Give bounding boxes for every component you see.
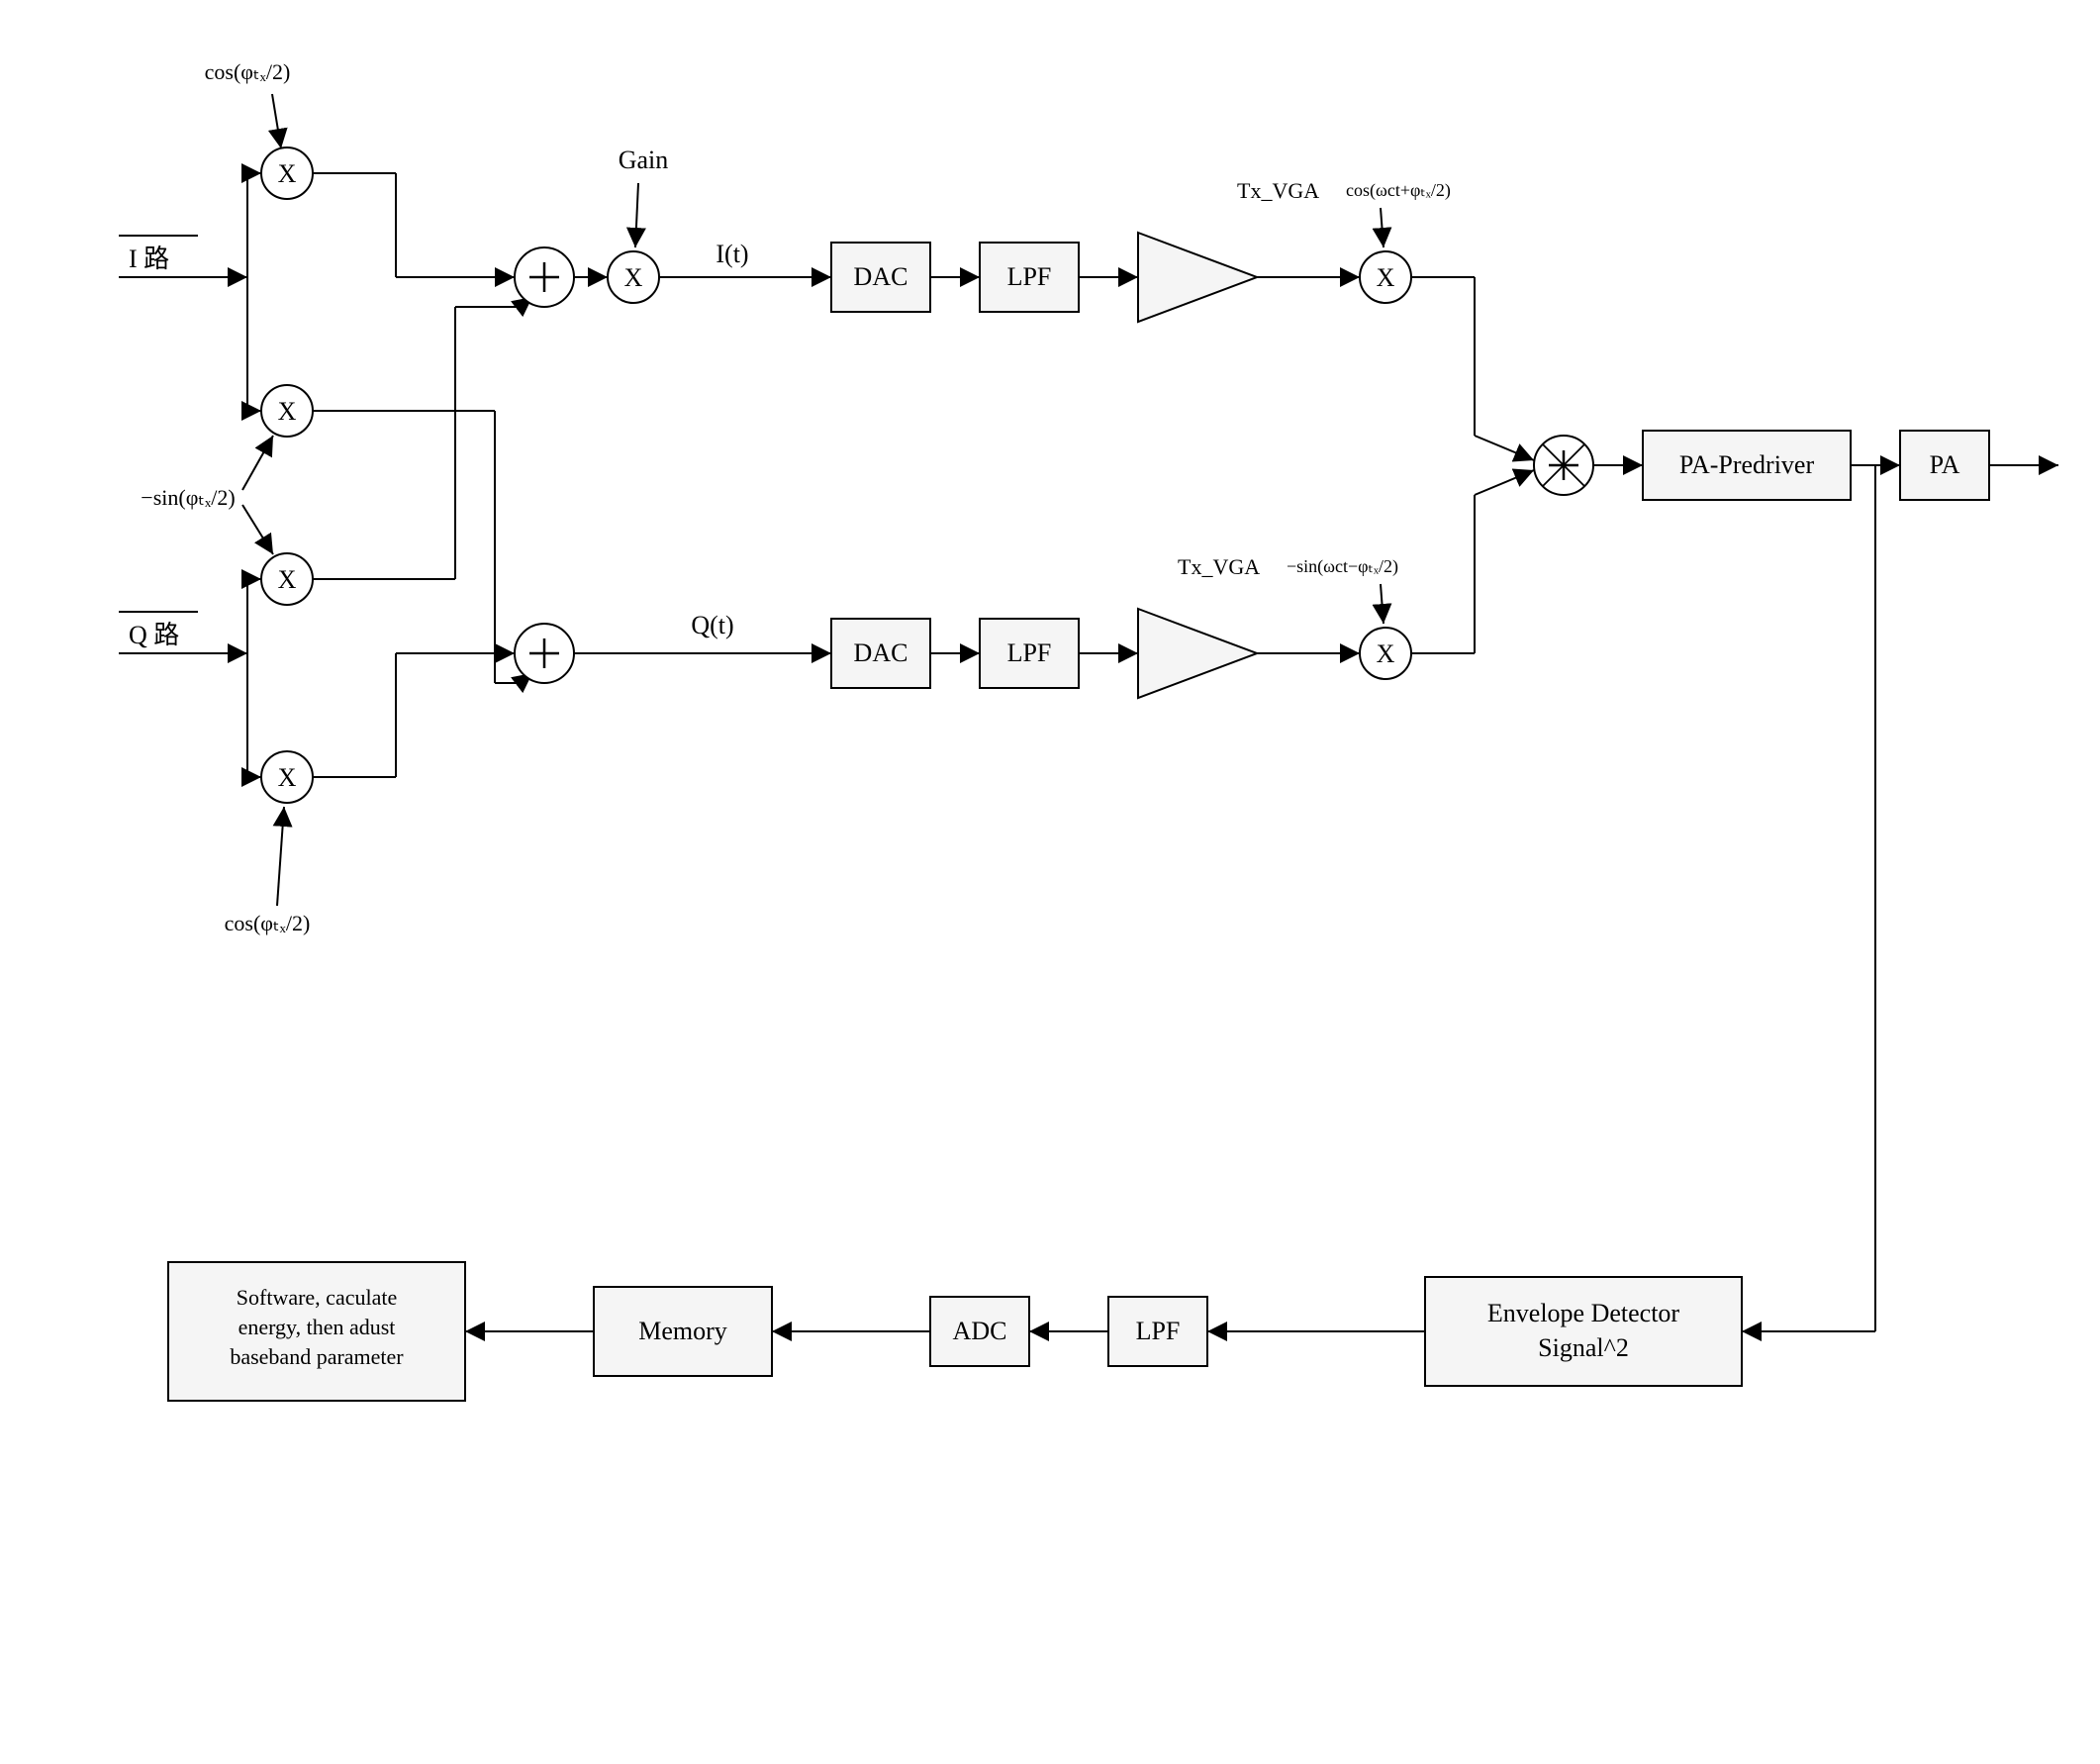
svg-text:X: X bbox=[1377, 263, 1395, 292]
dac-top-text: DAC bbox=[854, 262, 908, 291]
svg-text:X: X bbox=[1377, 639, 1395, 668]
svg-text:X: X bbox=[624, 263, 643, 292]
cos-bottom-label: cos(φₜₓ/2) bbox=[225, 911, 311, 935]
sin-lo-label: −sin(ωct−φₜₓ/2) bbox=[1287, 556, 1398, 577]
envelope-block bbox=[1425, 1277, 1742, 1386]
input-i-label: I 路 bbox=[129, 245, 169, 273]
amplifier-bot bbox=[1138, 609, 1257, 698]
lpf-top-text: LPF bbox=[1007, 262, 1052, 291]
tx-vga-bot-label: Tx_VGA bbox=[1178, 554, 1260, 579]
svg-text:X: X bbox=[278, 159, 297, 188]
tx-vga-top-label: Tx_VGA bbox=[1237, 178, 1319, 203]
svg-text:X: X bbox=[278, 763, 297, 792]
software-text-2: energy, then adust bbox=[239, 1315, 396, 1339]
lpf-bot-text: LPF bbox=[1007, 638, 1052, 667]
lpf-fb-text: LPF bbox=[1136, 1317, 1181, 1345]
software-text-3: baseband parameter bbox=[230, 1344, 404, 1369]
pa-text: PA bbox=[1930, 450, 1960, 479]
adc-fb-text: ADC bbox=[953, 1317, 1007, 1345]
neg-sin-label: −sin(φₜₓ/2) bbox=[141, 485, 235, 510]
envelope-text-1: Envelope Detector bbox=[1487, 1299, 1680, 1327]
software-text-1: Software, caculate bbox=[237, 1285, 397, 1310]
cos-lo-label: cos(ωct+φₜₓ/2) bbox=[1346, 180, 1451, 201]
q-t-label: Q(t) bbox=[691, 611, 733, 639]
signal-diagram: I 路 Q 路 X cos(φₜₓ/2) X X −sin(φₜₓ/2) X c… bbox=[20, 20, 2100, 1744]
svg-text:X: X bbox=[278, 565, 297, 594]
dac-bot-text: DAC bbox=[854, 638, 908, 667]
i-t-label: I(t) bbox=[716, 240, 748, 268]
envelope-text-2: Signal^2 bbox=[1538, 1333, 1629, 1362]
gain-label: Gain bbox=[619, 146, 669, 174]
amplifier-top bbox=[1138, 233, 1257, 322]
memory-text: Memory bbox=[638, 1317, 727, 1345]
svg-text:X: X bbox=[278, 397, 297, 426]
cos-top-label: cos(φₜₓ/2) bbox=[205, 59, 291, 84]
input-q-label: Q 路 bbox=[129, 621, 179, 649]
pa-predriver-text: PA-Predriver bbox=[1679, 450, 1815, 479]
